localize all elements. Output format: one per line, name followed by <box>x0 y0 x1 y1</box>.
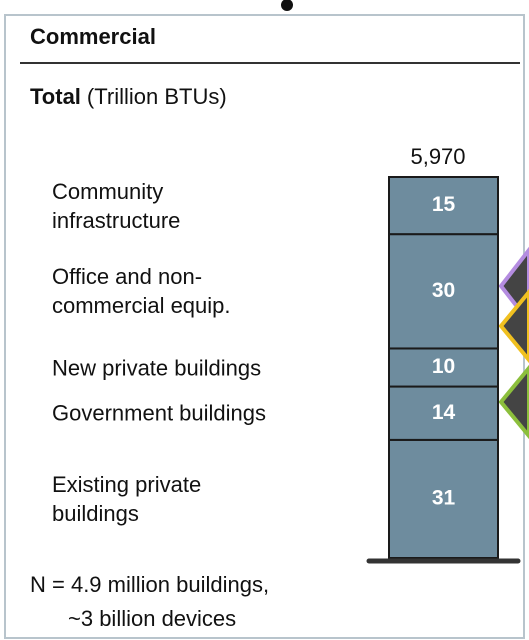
chart-title: Commercial <box>30 24 156 49</box>
category-label: New private buildings <box>52 355 262 380</box>
subtitle: Total (Trillion BTUs) <box>30 84 227 109</box>
subtitle-bold: Total <box>30 84 81 109</box>
segment-label: 10 <box>432 355 455 378</box>
category-label: Community infrastructure <box>52 178 181 233</box>
category-label: Existing private buildings <box>52 471 202 526</box>
total-label: 5,970 <box>410 144 465 169</box>
bar-segment <box>388 176 499 236</box>
connector-dot <box>281 0 293 11</box>
chevron <box>498 288 529 364</box>
segment-label: 15 <box>432 193 456 216</box>
note: N = 4.9 million buildings, <box>30 572 270 597</box>
bar-segment <box>388 385 499 441</box>
bar-segment <box>388 233 499 350</box>
bar-segment <box>388 438 499 560</box>
bar-segment <box>388 347 499 388</box>
category-label: Government buildings <box>52 400 267 426</box>
category-label: Office and non-commercial equip. <box>52 264 231 319</box>
segment-label: 31 <box>432 486 456 509</box>
segment-label: 14 <box>432 401 456 424</box>
unit: (Trillion BTUs) <box>87 84 227 109</box>
note: ~3 billion devices <box>68 606 237 631</box>
chevron <box>498 364 529 440</box>
segment-label: 30 <box>432 279 455 302</box>
